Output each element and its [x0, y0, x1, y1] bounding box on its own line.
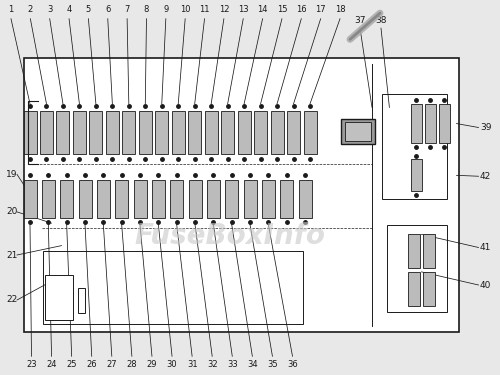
Text: FuseBoxInfo: FuseBoxInfo [134, 222, 326, 250]
Bar [122, 111, 136, 154]
Bar [304, 111, 316, 154]
Bar [170, 180, 183, 218]
Text: 40: 40 [480, 280, 492, 290]
Text: 37: 37 [354, 16, 366, 25]
Text: 23: 23 [26, 360, 37, 369]
Text: 2: 2 [28, 5, 33, 14]
Text: 30: 30 [166, 360, 177, 369]
Bar [408, 234, 420, 268]
Text: 7: 7 [124, 5, 130, 14]
Bar [152, 180, 165, 218]
Text: 29: 29 [146, 360, 157, 369]
Bar [156, 111, 168, 154]
Text: 8: 8 [144, 5, 149, 14]
Text: 28: 28 [126, 360, 137, 369]
Text: 14: 14 [258, 5, 268, 14]
Bar [341, 119, 375, 144]
Bar [172, 111, 184, 154]
Bar [262, 180, 275, 218]
Text: 18: 18 [334, 5, 345, 14]
Bar [408, 272, 420, 306]
Bar [134, 180, 146, 218]
Bar [24, 111, 36, 154]
Bar [424, 104, 436, 143]
Bar [78, 288, 84, 313]
Bar [386, 225, 446, 312]
Text: 10: 10 [180, 5, 190, 14]
Bar [106, 111, 119, 154]
Text: 11: 11 [200, 5, 210, 14]
Text: 4: 4 [66, 5, 71, 14]
Text: 3: 3 [47, 5, 52, 14]
Text: 25: 25 [66, 360, 77, 369]
Text: 35: 35 [267, 360, 278, 369]
Text: 39: 39 [480, 123, 492, 132]
Text: 1: 1 [8, 5, 14, 14]
Text: 13: 13 [238, 5, 248, 14]
Text: 38: 38 [375, 16, 387, 25]
Bar [207, 180, 220, 218]
Bar [423, 234, 435, 268]
Text: 5: 5 [86, 5, 91, 14]
Text: 9: 9 [163, 5, 168, 14]
Bar [97, 180, 110, 218]
Bar [438, 104, 450, 143]
Bar [244, 180, 256, 218]
Bar [40, 111, 53, 154]
Text: 32: 32 [207, 360, 218, 369]
Bar [56, 111, 70, 154]
Bar [188, 111, 201, 154]
Bar [410, 104, 422, 143]
Bar [238, 111, 250, 154]
Text: 16: 16 [296, 5, 306, 14]
Text: 36: 36 [287, 360, 298, 369]
Text: 19: 19 [6, 170, 18, 179]
Bar [60, 180, 73, 218]
Text: 24: 24 [46, 360, 57, 369]
Bar [225, 180, 238, 218]
Bar [280, 180, 293, 218]
Bar [78, 180, 92, 218]
Bar [298, 180, 312, 218]
Text: 22: 22 [6, 296, 17, 304]
Text: 21: 21 [6, 251, 18, 260]
Bar [42, 251, 302, 324]
Text: 33: 33 [227, 360, 237, 369]
Bar [139, 111, 152, 154]
Bar [382, 94, 446, 199]
Bar [42, 180, 55, 218]
Text: 6: 6 [105, 5, 110, 14]
Bar [270, 111, 283, 154]
Bar [204, 111, 218, 154]
Bar [90, 111, 102, 154]
Text: 34: 34 [247, 360, 258, 369]
Bar [188, 180, 202, 218]
Bar [423, 272, 435, 306]
Bar [45, 274, 72, 320]
Text: 31: 31 [187, 360, 198, 369]
Bar [410, 159, 422, 191]
Bar [24, 58, 459, 332]
Bar [221, 111, 234, 154]
Text: 27: 27 [106, 360, 117, 369]
Bar [73, 111, 86, 154]
Text: 41: 41 [480, 243, 492, 252]
Text: 26: 26 [86, 360, 97, 369]
Bar [24, 180, 36, 218]
Text: 20: 20 [6, 207, 18, 216]
Text: 17: 17 [316, 5, 326, 14]
Text: 12: 12 [218, 5, 229, 14]
Bar [115, 180, 128, 218]
Text: 42: 42 [480, 172, 491, 181]
Bar [254, 111, 267, 154]
Bar [287, 111, 300, 154]
Bar [345, 122, 371, 141]
Text: 15: 15 [276, 5, 287, 14]
